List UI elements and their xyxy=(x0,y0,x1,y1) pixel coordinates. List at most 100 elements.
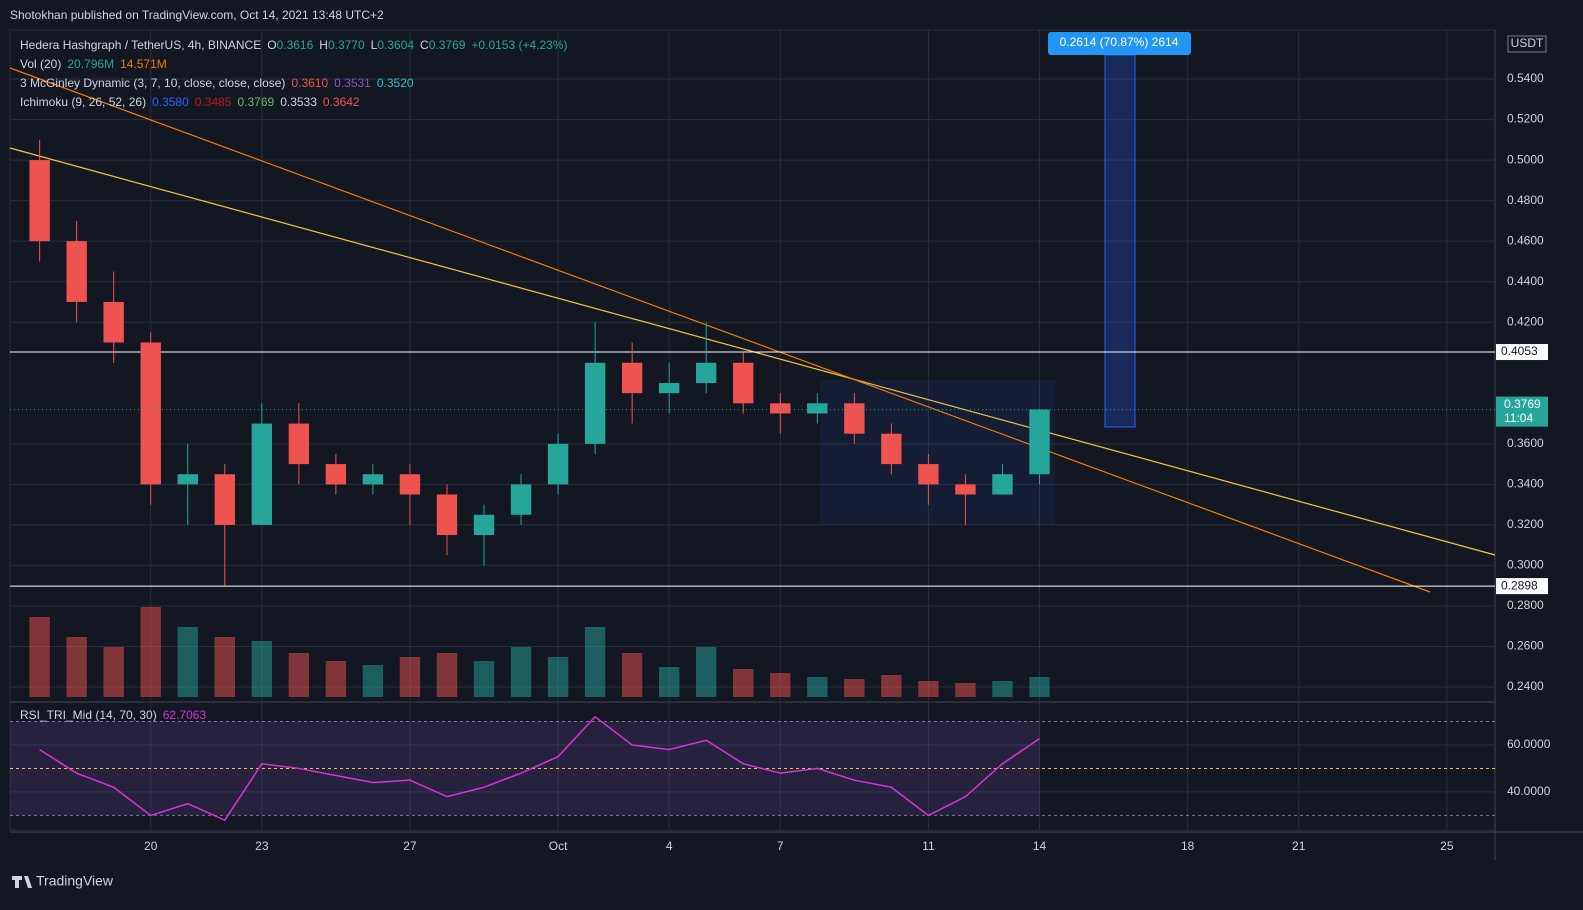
volume-bar xyxy=(584,627,606,697)
y-tick-label: 0.2800 xyxy=(1507,598,1544,612)
candle-body xyxy=(214,474,235,525)
candle-body xyxy=(918,464,939,485)
x-tick-label: 7 xyxy=(777,839,784,853)
volume-bar xyxy=(436,653,458,697)
last-price-box xyxy=(1496,396,1548,427)
trendline xyxy=(9,67,1431,593)
last-price-label: 0.3769 xyxy=(1504,397,1541,411)
volume-bar xyxy=(177,627,198,697)
legend-value: 0.3642 xyxy=(323,95,360,109)
x-tick-label: 4 xyxy=(666,839,673,853)
x-tick-label: 20 xyxy=(144,839,158,853)
y-tick-label: 0.4400 xyxy=(1507,274,1544,288)
legend-line: Ichimoku (9, 26, 52, 26) 0.3580 0.3485 0.37… xyxy=(20,95,360,109)
x-tick-label: 27 xyxy=(403,839,417,853)
candle-body xyxy=(658,383,680,394)
legend: Hedera Hashgraph / TetherUS, 4h, BINANCE… xyxy=(20,38,568,722)
candle-body xyxy=(325,464,347,485)
y-tick-label: 0.5000 xyxy=(1507,152,1544,166)
legend-value: +0.0153 (+4.23%) xyxy=(471,38,567,52)
volume-bar xyxy=(770,673,791,697)
y-tick-label: 0.5200 xyxy=(1507,112,1544,126)
legend-line: 3 McGinley Dynamic (3, 7, 10, close, clo… xyxy=(20,76,414,90)
y-tick-label: 0.4800 xyxy=(1507,193,1544,207)
legend-value: 62.7063 xyxy=(163,708,207,722)
legend-line: Vol (20) 20.796M 14.571M xyxy=(20,57,167,71)
candle-body xyxy=(473,514,495,536)
legend-value: RSI_TRI_Mid (14, 70, 30) xyxy=(20,708,157,722)
volume-bar xyxy=(325,661,347,697)
volume-bar xyxy=(547,657,569,697)
footer: TradingView xyxy=(36,873,114,889)
volume-bar xyxy=(288,653,310,697)
volume-bar xyxy=(362,665,384,697)
rsi-band xyxy=(10,721,1040,816)
x-tick-label: 23 xyxy=(255,839,269,853)
y-tick-label: 60.0000 xyxy=(1507,737,1551,751)
legend-value: Vol (20) xyxy=(20,57,61,71)
y-tick-label: 0.4600 xyxy=(1507,233,1544,247)
level-label: 0.2898 xyxy=(1501,578,1538,592)
y-tick-label: 40.0000 xyxy=(1507,784,1551,798)
x-tick-label: 11 xyxy=(922,839,935,853)
legend-value: 0.3533 xyxy=(280,95,317,109)
level-label-box xyxy=(1496,344,1548,361)
volume-bar xyxy=(66,637,87,697)
volume-bar xyxy=(844,679,865,697)
candle-body xyxy=(510,484,532,515)
y-tick-label: 0.2600 xyxy=(1507,639,1544,653)
candle-body xyxy=(733,362,754,404)
legend-value: O xyxy=(267,38,276,52)
candle-body xyxy=(140,342,161,485)
legend-value: 0.3769 xyxy=(429,38,466,52)
volume-bar xyxy=(1029,677,1050,697)
legend-value: 0.3769 xyxy=(237,95,274,109)
volume-bar xyxy=(918,681,939,697)
x-tick-label: 21 xyxy=(1292,839,1306,853)
volume-bar xyxy=(473,661,495,697)
volume-bar xyxy=(510,647,532,697)
legend-value: H xyxy=(319,38,328,52)
candle-body xyxy=(955,484,976,495)
candle-body xyxy=(29,160,50,242)
volume-bar xyxy=(251,641,273,697)
volume-bar xyxy=(29,617,50,697)
candle-body xyxy=(770,403,791,414)
level-label: 0.4053 xyxy=(1501,344,1538,358)
rsi-line xyxy=(39,715,1040,822)
legend-value: Ichimoku (9, 26, 52, 26) xyxy=(20,95,146,109)
volume-bar xyxy=(621,653,643,697)
candle-body xyxy=(881,433,902,465)
legend-value: 0.3616 xyxy=(277,38,314,52)
candle-body xyxy=(621,362,643,394)
candle-body xyxy=(1029,409,1050,475)
volume-bar xyxy=(881,675,902,697)
candle-body xyxy=(992,474,1013,495)
currency-box xyxy=(1507,35,1547,53)
volume-bar xyxy=(658,667,680,697)
header: Shotokhan published on TradingView.com, … xyxy=(10,8,384,22)
measure-box xyxy=(1104,54,1136,428)
candle-body xyxy=(844,403,865,434)
y-tick-label: 0.5400 xyxy=(1507,71,1544,85)
legend-value: 0.3604 xyxy=(377,38,414,52)
candle-body xyxy=(177,474,198,485)
volume-bar xyxy=(807,677,828,697)
currency: USDT xyxy=(1511,36,1544,50)
volume-profile-area xyxy=(820,380,1055,525)
candle-body xyxy=(288,423,310,465)
candle-body xyxy=(584,362,606,444)
legend-value: 0.3531 xyxy=(334,76,371,90)
volume-bar xyxy=(992,681,1013,697)
y-tick-label: 0.2400 xyxy=(1507,679,1544,693)
x-tick-label: 18 xyxy=(1181,839,1195,853)
candle-body xyxy=(696,362,717,384)
candle-body xyxy=(103,301,124,343)
volume-bar xyxy=(733,669,754,697)
legend-value: 20.796M xyxy=(67,57,114,71)
volume-bar xyxy=(696,647,717,697)
legend-value: 0.3610 xyxy=(291,76,328,90)
volume-bar xyxy=(399,657,421,697)
legend-value: 0.3580 xyxy=(152,95,189,109)
